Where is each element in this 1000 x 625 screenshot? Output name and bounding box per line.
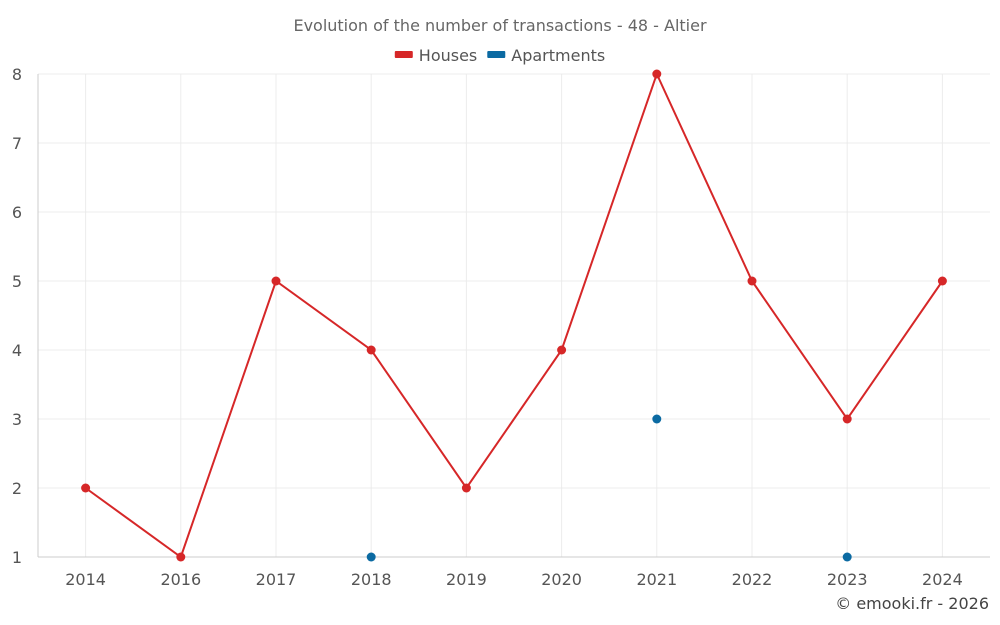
legend: Houses Apartments <box>394 46 605 65</box>
y-tick-label: 6 <box>12 203 22 222</box>
x-tick-label: 2019 <box>446 570 487 589</box>
data-point-houses-2020[interactable] <box>557 345 567 355</box>
data-point-houses-2022[interactable] <box>747 276 757 286</box>
x-tick-label: 2023 <box>827 570 868 589</box>
legend-item-apartments[interactable]: Apartments <box>487 46 605 65</box>
y-tick-label: 7 <box>12 134 22 153</box>
x-tick-label: 2018 <box>351 570 392 589</box>
y-tick-label: 2 <box>12 479 22 498</box>
y-tick-label: 4 <box>12 341 22 360</box>
grid <box>37 73 990 558</box>
y-tick-label: 1 <box>12 548 22 567</box>
credit-text: © emooki.fr - 2026 <box>835 594 989 613</box>
series-houses <box>81 69 947 562</box>
y-tick-label: 5 <box>12 272 22 291</box>
x-axis-ticks: 2014 2016 2017 2018 2019 2020 2021 2022 2023 2024 <box>65 570 963 589</box>
x-tick-label: 2022 <box>732 570 773 589</box>
data-point-houses-2014[interactable] <box>81 483 91 493</box>
legend-swatch-apartments <box>487 51 506 58</box>
data-point-apartments-2018[interactable] <box>366 552 376 562</box>
legend-item-houses[interactable]: Houses <box>394 46 477 65</box>
legend-swatch-houses <box>394 51 413 58</box>
y-axis-ticks: 1 2 3 4 5 6 7 8 <box>12 65 22 567</box>
x-tick-label: 2021 <box>636 570 677 589</box>
x-tick-label: 2014 <box>65 570 106 589</box>
data-point-apartments-2021[interactable] <box>652 414 662 424</box>
chart-title: Evolution of the number of transactions … <box>293 16 707 35</box>
x-tick-label: 2020 <box>541 570 582 589</box>
legend-label-apartments: Apartments <box>511 46 605 65</box>
data-point-apartments-2023[interactable] <box>842 552 852 562</box>
data-point-houses-2021[interactable] <box>652 69 662 79</box>
data-point-houses-2018[interactable] <box>366 345 376 355</box>
legend-label-houses: Houses <box>419 46 477 65</box>
x-tick-label: 2024 <box>922 570 963 589</box>
y-tick-label: 8 <box>12 65 22 84</box>
series-line-houses <box>85 71 944 559</box>
x-tick-label: 2016 <box>160 570 201 589</box>
x-tick-label: 2017 <box>256 570 297 589</box>
data-point-houses-2017[interactable] <box>271 276 281 286</box>
y-tick-label: 3 <box>12 410 22 429</box>
data-point-houses-2019[interactable] <box>461 483 471 493</box>
series-apartments <box>366 414 852 562</box>
series-layer <box>81 69 947 562</box>
data-point-houses-2024[interactable] <box>937 276 947 286</box>
data-point-houses-2016[interactable] <box>176 552 186 562</box>
data-point-houses-2023[interactable] <box>842 414 852 424</box>
